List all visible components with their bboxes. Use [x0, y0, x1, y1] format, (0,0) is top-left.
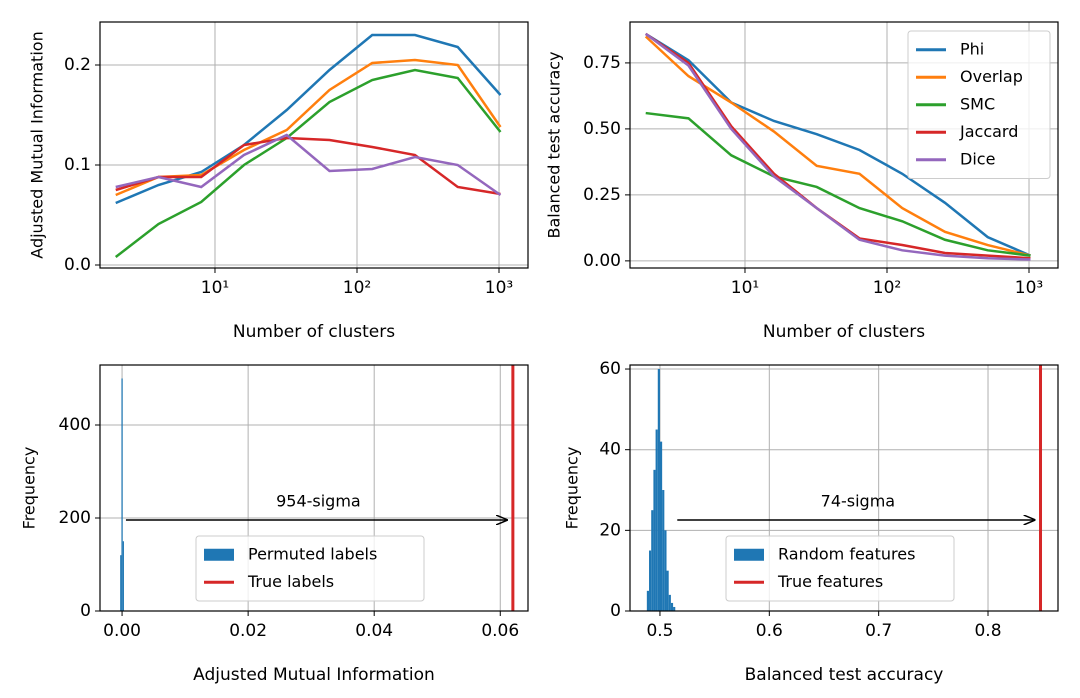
legend-swatch [204, 548, 234, 561]
x-tick-label: 10² [343, 278, 371, 298]
legend-label: Dice [960, 149, 995, 168]
y-tick-label: 0.0 [64, 255, 91, 275]
legend-label: Random features [778, 544, 915, 563]
y-tick-label: 0 [610, 601, 621, 621]
x-tick-label: 0.7 [865, 621, 892, 641]
legend-label: SMC [960, 94, 995, 113]
plot-frame [629, 364, 1059, 612]
y-tick-label: 0.1 [64, 155, 91, 175]
x-tick-label: 0.02 [229, 621, 267, 641]
y-tick-label: 200 [59, 508, 91, 528]
y-axis-label: Adjusted Mutual Information [28, 31, 47, 258]
x-axis-label: Adjusted Mutual Information [193, 665, 435, 685]
legend-label: True labels [247, 572, 334, 591]
plot-frame [99, 21, 529, 269]
x-tick-label: 0.5 [646, 621, 673, 641]
histogram-bar [646, 590, 650, 611]
y-tick-label: 0 [80, 601, 91, 621]
y-axis-label: Balanced test accuracy [545, 51, 564, 238]
x-axis-label: Balanced test accuracy [745, 665, 944, 685]
y-tick-label: 20 [599, 520, 621, 540]
x-tick-label: 10¹ [201, 278, 229, 298]
histogram-bar [657, 369, 660, 611]
histogram-bar [120, 555, 122, 611]
y-tick-label: 40 [599, 440, 621, 460]
chart: 10¹ 10² 10³ 0.00 0.25 0.50 0.75 Number of clust… [545, 21, 1059, 342]
legend-label: Permuted labels [248, 544, 377, 563]
x-tick-label: 0.06 [481, 621, 519, 641]
x-tick-label: 0.00 [103, 621, 141, 641]
chart: 10¹ 10² 10³ 0.0 0.1 0.2 Number of clusters Adju… [28, 21, 529, 342]
y-axis-label: Frequency [563, 447, 582, 530]
histogram-bar [666, 570, 669, 611]
line [115, 33, 502, 205]
histogram-bar [668, 594, 671, 611]
y-tick-label: 60 [599, 359, 621, 379]
legend-label: Phi [960, 39, 984, 58]
line [115, 136, 501, 196]
histogram-bar [655, 429, 658, 611]
y-tick-label: 400 [59, 415, 91, 435]
x-tick-label: 0.8 [974, 621, 1001, 641]
histogram-bar [670, 602, 674, 611]
y-tick-label: 0.25 [583, 185, 621, 205]
plot-frame [99, 364, 529, 612]
line [114, 68, 502, 258]
x-tick-label: 10² [873, 278, 901, 298]
x-axis-label: Number of clusters [233, 322, 395, 342]
x-tick-label: 0.04 [355, 621, 393, 641]
chart: 0.5 0.6 0.7 0.8 0 20 40 60 Balanced test accurac… [563, 359, 1059, 685]
line [645, 32, 1031, 257]
histogram-bar [659, 441, 663, 611]
histogram-bar [662, 490, 665, 611]
line [645, 111, 1031, 257]
histogram-bar [649, 550, 652, 611]
x-tick-label: 10¹ [731, 278, 759, 298]
legend-label: Overlap [960, 67, 1023, 86]
histogram-bar [653, 469, 656, 611]
line [644, 32, 1031, 261]
histogram-bar [673, 606, 676, 611]
histogram-bar [122, 541, 124, 611]
y-tick-label: 0.75 [583, 53, 621, 73]
histogram-bar [664, 530, 667, 611]
line [644, 35, 1031, 257]
legend-label: True features [777, 572, 883, 591]
legend-box [725, 535, 955, 602]
chart: 0.00 0.02 0.04 0.06 0 200 400 Adjusted Mutual I… [20, 364, 529, 685]
x-tick-label: 10³ [485, 278, 513, 298]
legend-box [195, 535, 425, 602]
x-tick-label: 10³ [1015, 278, 1043, 298]
histogram-bar [121, 378, 123, 611]
annotation: 954-sigma [276, 491, 361, 510]
legend-swatch [734, 548, 764, 561]
histogram-bar [651, 510, 654, 611]
y-tick-label: 0.50 [583, 119, 621, 139]
annotation: 74-sigma [821, 491, 895, 510]
y-tick-label: 0.00 [583, 251, 621, 271]
legend-box [907, 30, 1051, 179]
legend-label: Jaccard [959, 122, 1018, 141]
line [115, 133, 502, 197]
x-tick-label: 0.6 [756, 621, 783, 641]
y-tick-label: 0.2 [64, 55, 91, 75]
x-axis-label: Number of clusters [763, 322, 925, 342]
plot-frame [629, 21, 1059, 269]
y-axis-label: Frequency [20, 447, 39, 530]
